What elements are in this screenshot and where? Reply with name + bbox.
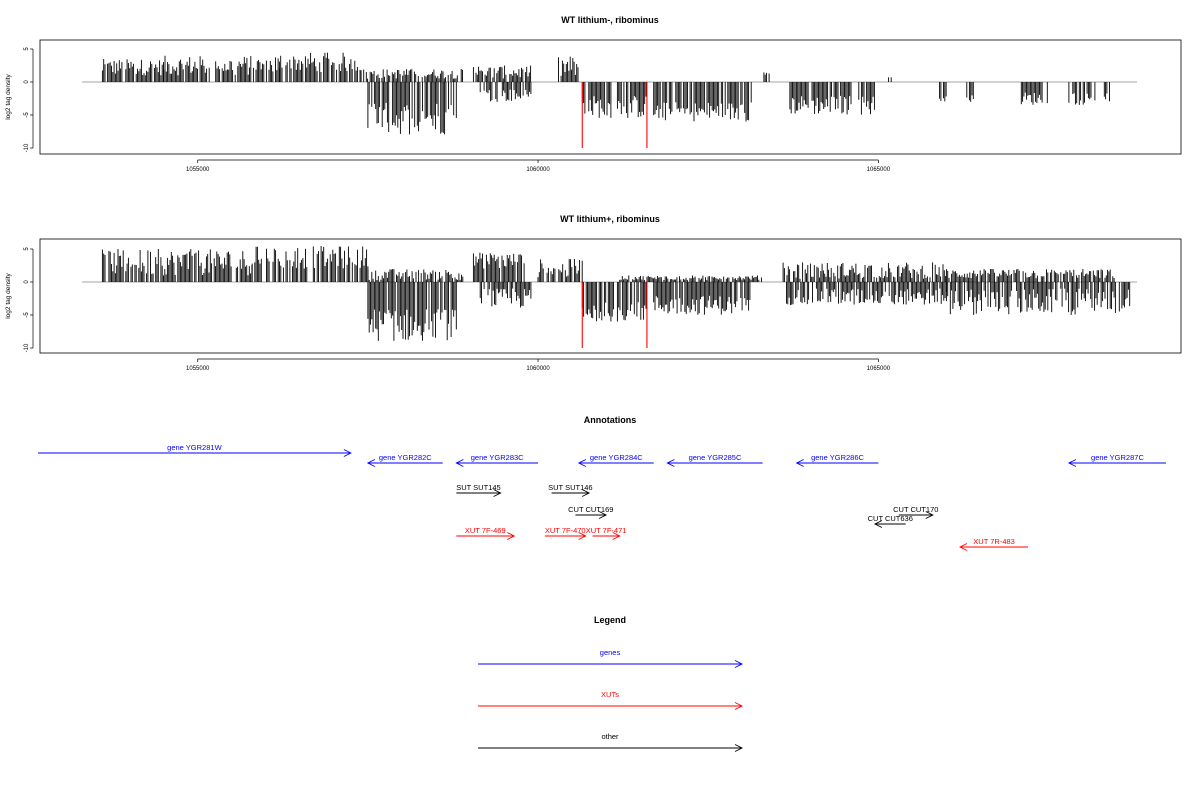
y-tick-label: -5	[24, 312, 30, 318]
annotations-title: Annotations	[584, 415, 637, 425]
y-axis: -10 -5 0 5	[24, 247, 34, 352]
arrow-right-icon	[507, 532, 516, 540]
feature-label: gene YGR283C	[471, 453, 524, 462]
y-tick-label: 5	[24, 247, 30, 251]
feature-label: CUT CUT170	[893, 505, 938, 514]
x-axis: 1055000 1060000 1065000	[186, 358, 891, 372]
legend-entry-xut: XUTs	[478, 690, 744, 710]
legend-entry-other: other	[478, 732, 744, 752]
feature-label: gene YGR284C	[590, 453, 643, 462]
annotation-gene: gene YGR284C	[577, 453, 654, 467]
legend-entry-gene: genes	[478, 648, 744, 668]
legend-label: other	[601, 732, 619, 741]
arrow-right-icon	[734, 702, 744, 710]
annotation-gene: gene YGR283C	[455, 453, 539, 467]
panel-title: WT lithium-, ribominus	[561, 15, 659, 25]
legend-label: genes	[600, 648, 621, 657]
track-panel-lithium-plus: WT lithium+, ribominus -10-505 1055000 10…	[5, 214, 1182, 372]
feature-label: gene YGR286C	[811, 453, 864, 462]
annotation-gene: gene YGR281W	[38, 443, 352, 457]
panel-title: WT lithium+, ribominus	[560, 214, 660, 224]
annotation-xut: XUT 7F-470	[544, 526, 587, 540]
arrow-right-icon	[343, 449, 352, 457]
legend-entries: genes XUTs other	[478, 648, 744, 752]
y-tick-label: -10	[24, 343, 30, 352]
x-tick-label: 1060000	[526, 366, 550, 372]
y-axis-label: log2 tag density	[5, 73, 12, 119]
arrow-left-icon	[795, 459, 804, 467]
signal-bars	[82, 52, 1137, 148]
annotation-gene: gene YGR282C	[366, 453, 443, 467]
feature-label: XUT 7F-471	[586, 526, 627, 535]
arrow-right-icon	[581, 489, 591, 497]
y-tick-label: -10	[24, 143, 30, 152]
arrow-right-icon	[598, 511, 608, 519]
x-tick-label: 1055000	[186, 167, 210, 173]
arrow-left-icon	[1067, 459, 1077, 467]
arrow-left-icon	[577, 459, 587, 467]
arrow-left-icon	[873, 520, 883, 528]
feature-label: CUT CUT169	[568, 505, 613, 514]
y-tick-label: 0	[24, 80, 30, 84]
y-tick-label: 5	[24, 47, 30, 51]
arrow-right-icon	[612, 532, 621, 540]
legend-title: Legend	[594, 615, 626, 625]
x-tick-label: 1065000	[867, 167, 891, 173]
arrow-right-icon	[493, 489, 502, 497]
annotation-gene: gene YGR285C	[666, 453, 763, 467]
feature-label: SUT SUT145	[456, 483, 500, 492]
x-tick-label: 1055000	[186, 366, 210, 372]
legend: Legend genes XUTs other	[478, 615, 744, 752]
annotation-other: SUT SUT145	[456, 483, 502, 497]
y-axis-label: log2 tag density	[5, 272, 12, 318]
annotation-gene: gene YGR287C	[1067, 453, 1166, 467]
annotation-other: SUT SUT146	[548, 483, 593, 497]
arrow-right-icon	[925, 511, 934, 519]
feature-label: SUT SUT146	[548, 483, 592, 492]
arrow-left-icon	[666, 459, 675, 467]
annotation-xut: XUT 7R-483	[959, 537, 1029, 551]
arrow-left-icon	[959, 543, 968, 551]
annotation-xut: XUT 7F-469	[456, 526, 516, 540]
annotation-other: CUT CUT170	[893, 505, 938, 519]
annotation-other: CUT CUT169	[568, 505, 613, 519]
track-panel-lithium-minus: WT lithium-, ribominus -10-505 1055000 10…	[5, 15, 1182, 173]
y-axis: -10 -5 0 5	[24, 47, 34, 152]
arrow-left-icon	[366, 459, 376, 467]
annotation-xut: XUT 7F-471	[586, 526, 627, 540]
feature-label: CUT CUT636	[868, 514, 913, 523]
x-axis: 1055000 1060000 1065000	[186, 159, 891, 173]
plot-frame	[39, 238, 1182, 354]
feature-label: gene YGR287C	[1091, 453, 1144, 462]
x-tick-label: 1065000	[867, 366, 891, 372]
annotation-features: gene YGR281W gene YGR282C gene YGR283C gene…	[38, 443, 1166, 551]
y-tick-label: -5	[24, 112, 30, 118]
arrow-right-icon	[578, 532, 587, 540]
feature-label: gene YGR282C	[379, 453, 432, 462]
arrow-right-icon	[734, 744, 744, 752]
feature-label: XUT 7R-483	[973, 537, 1015, 546]
feature-label: XUT 7F-469	[465, 526, 506, 535]
y-tick-label: 0	[24, 280, 30, 284]
feature-label: XUT 7F-470	[545, 526, 586, 535]
arrow-left-icon	[455, 459, 464, 467]
feature-label: gene YGR281W	[167, 443, 222, 452]
annotation-other: CUT CUT636	[868, 514, 913, 528]
arrow-right-icon	[734, 660, 744, 668]
annotation-gene: gene YGR286C	[795, 453, 879, 467]
signal-bars	[82, 246, 1137, 348]
plot-frame	[39, 39, 1182, 155]
feature-label: gene YGR285C	[689, 453, 742, 462]
x-tick-label: 1060000	[526, 167, 550, 173]
legend-label: XUTs	[601, 690, 619, 699]
